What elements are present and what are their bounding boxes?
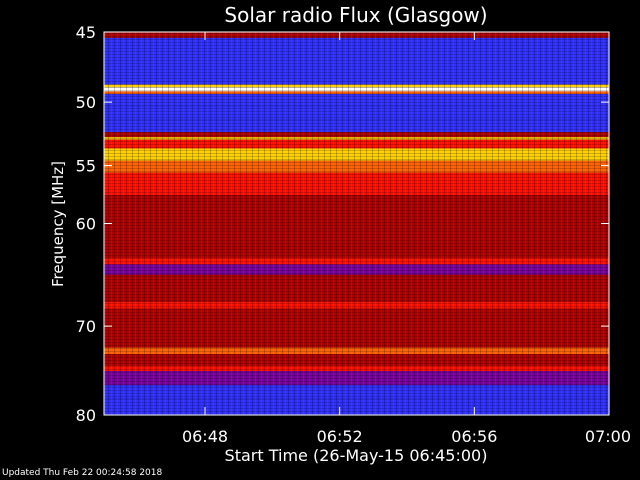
y-tick-label-4: 70	[76, 317, 96, 336]
x-tick-label-3: 07:00	[585, 427, 631, 446]
x-axis: 06:48 06:52 06:56 07:00	[182, 32, 631, 446]
spectrogram-plot-area	[103, 31, 610, 416]
x-tick-label-1: 06:52	[317, 427, 363, 446]
frequency-texture	[104, 32, 609, 415]
chart-title: Solar radio Flux (Glasgow)	[224, 3, 487, 27]
y-tick-label-1: 50	[76, 93, 96, 112]
x-tick-label-2: 06:56	[451, 427, 497, 446]
x-axis-label: Start Time (26-May-15 06:45:00)	[225, 446, 488, 465]
x-tick-label-0: 06:48	[182, 427, 228, 446]
updated-timestamp: Updated Thu Feb 22 00:24:58 2018	[2, 468, 163, 478]
y-tick-label-0: 45	[76, 23, 96, 42]
y-tick-label-5: 80	[76, 406, 96, 425]
y-axis: 45 50 55 60 70 80	[76, 23, 609, 425]
y-axis-label: Frequency [MHz]	[49, 161, 67, 287]
y-tick-label-3: 60	[76, 215, 96, 234]
y-tick-label-2: 55	[76, 157, 96, 176]
